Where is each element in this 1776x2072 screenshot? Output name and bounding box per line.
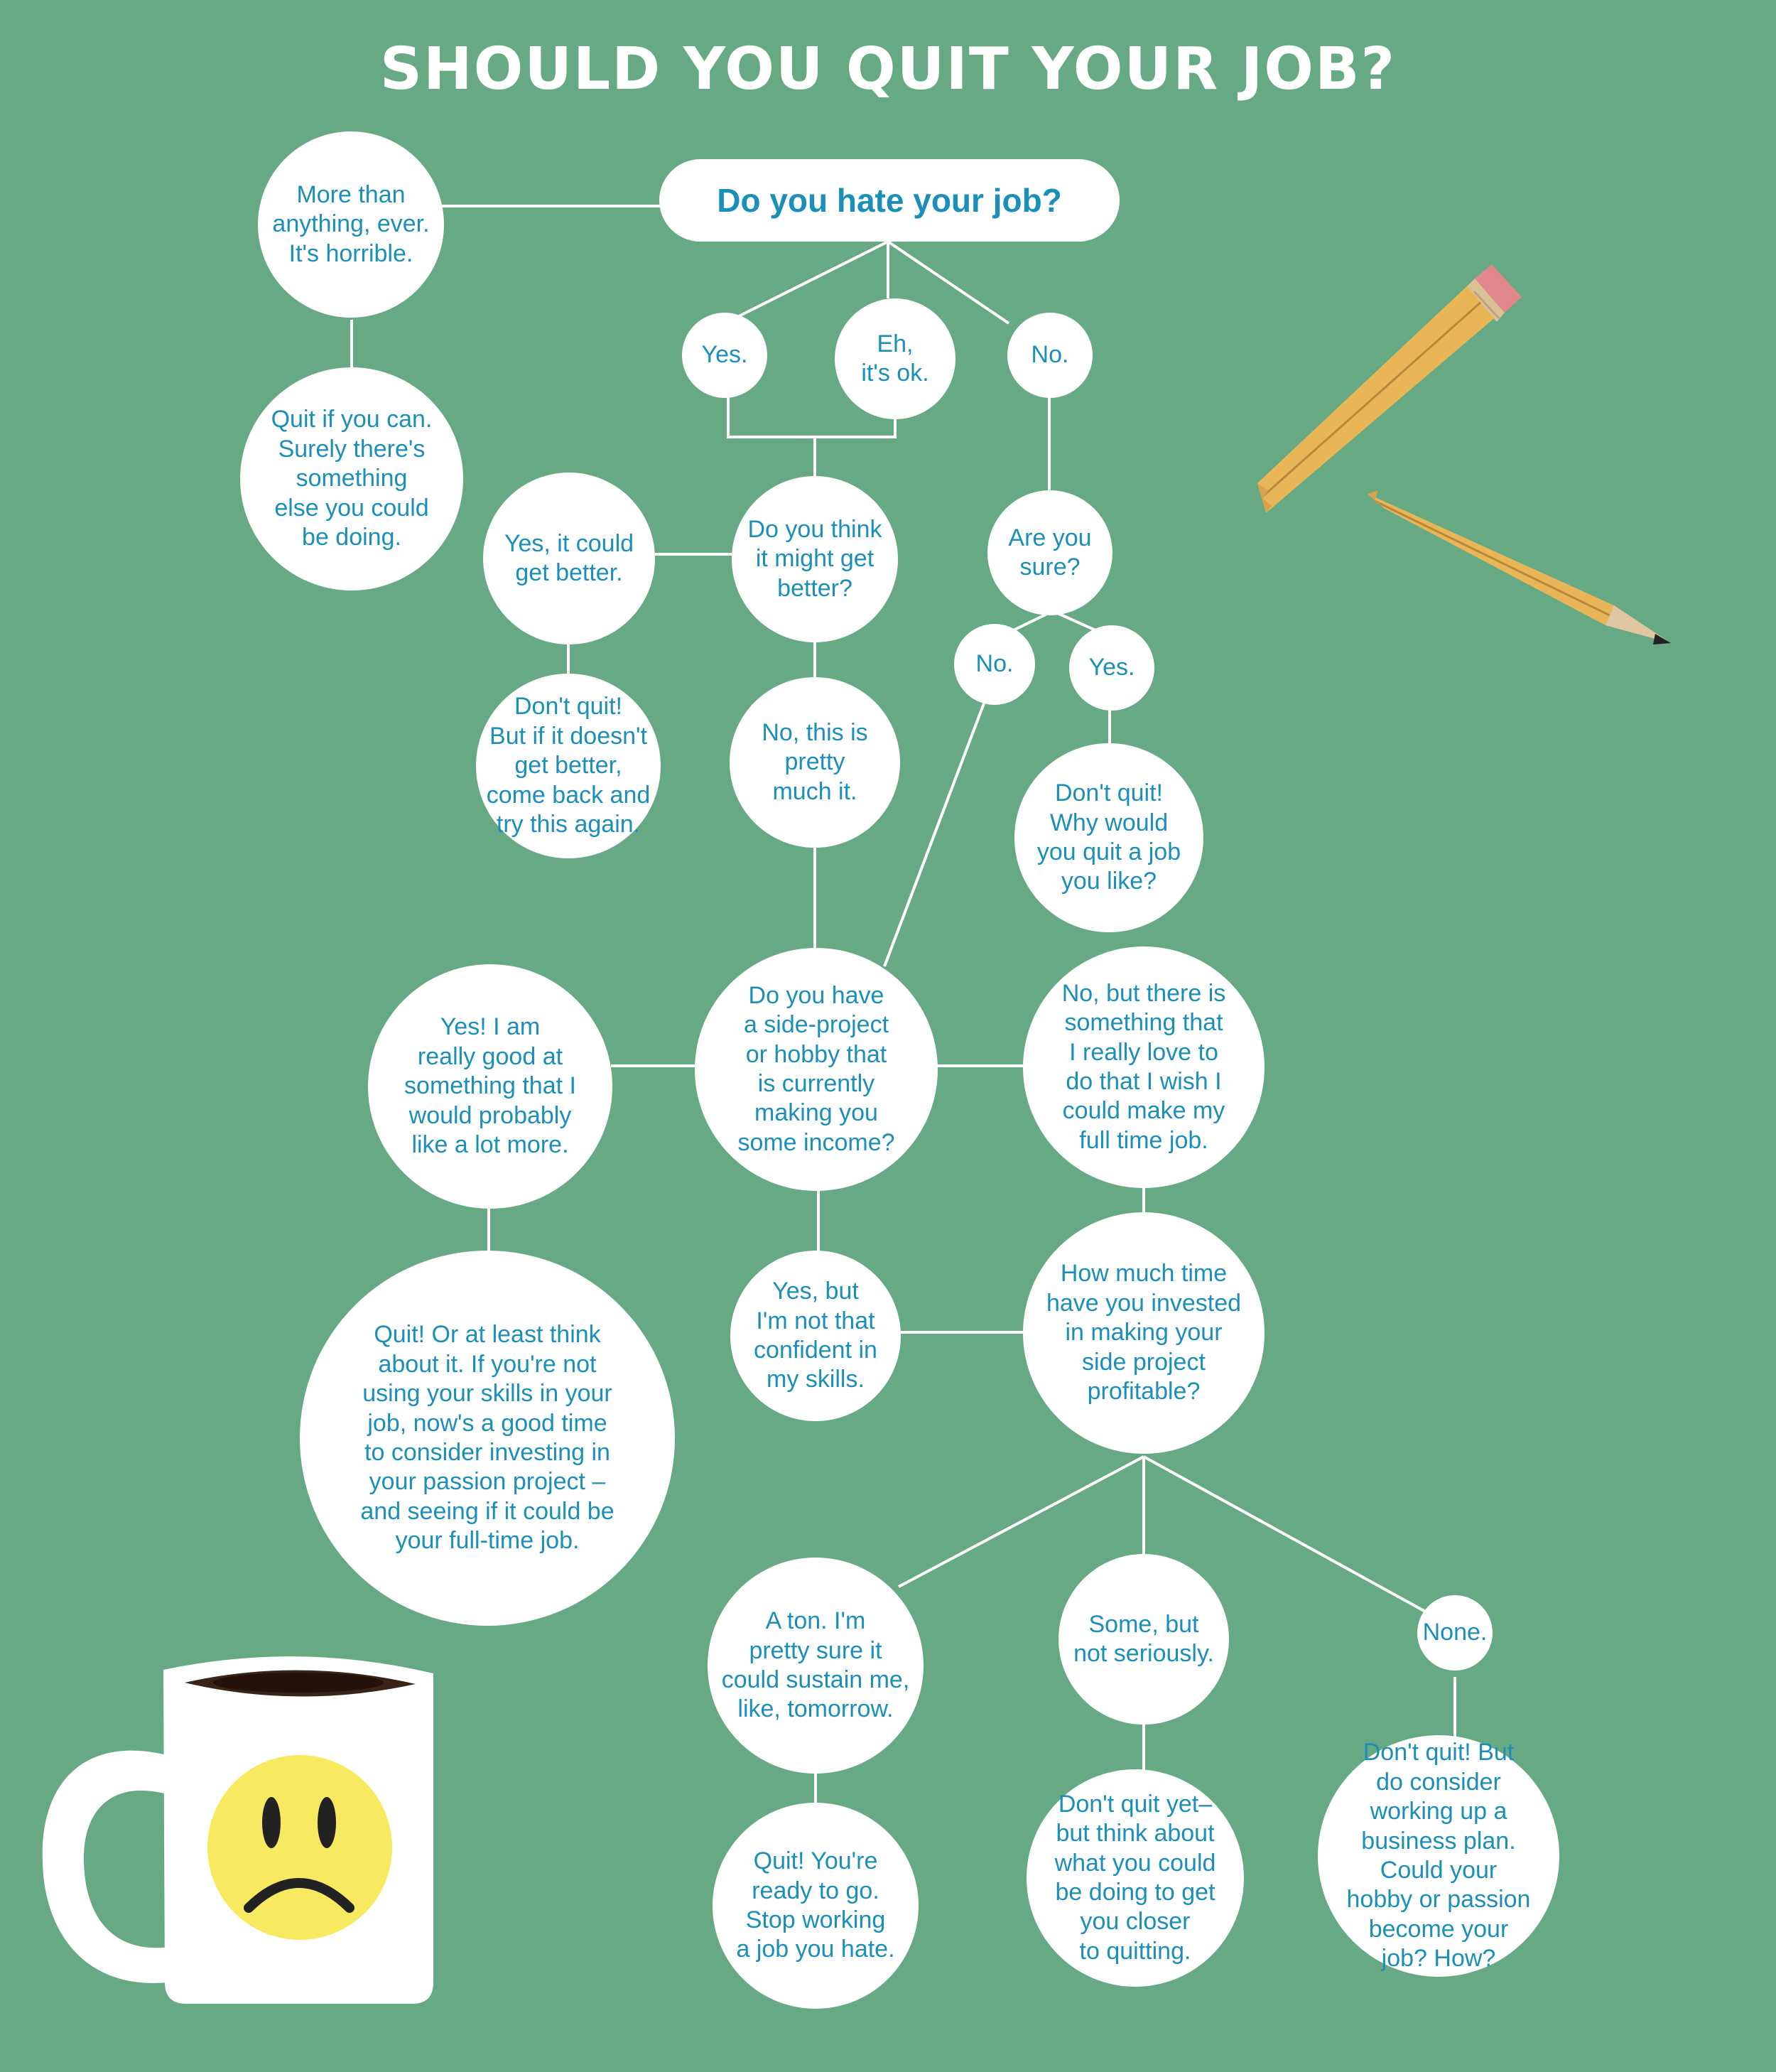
answer-yes-not-confident: Yes, but I'm not that confident in my sk…	[730, 1251, 901, 1421]
result-dont-quit-yet: Don't quit yet– but think about what you…	[1027, 1769, 1244, 1987]
question-might-get-better: Do you think it might get better?	[732, 476, 898, 642]
broken-pencil-icon	[1257, 264, 1671, 644]
result-quit-ready: Quit! You're ready to go. Stop working a…	[713, 1803, 919, 2009]
answer-more-than-anything: More than anything, ever. It's horrible.	[258, 131, 444, 318]
question-are-you-sure: Are you sure?	[987, 490, 1112, 615]
question-hate-job: Do you hate your job?	[659, 159, 1120, 242]
answer-some-not-seriously: Some, but not seriously.	[1058, 1554, 1229, 1725]
answer-no-hate: No.	[1007, 313, 1093, 398]
answer-no-not-sure: No.	[954, 624, 1035, 705]
sad-face-icon	[207, 1755, 392, 1940]
answer-a-ton: A ton. I'm pretty sure it could sustain …	[708, 1558, 924, 1774]
result-dont-quit-why: Don't quit! Why would you quit a job you…	[1014, 743, 1203, 932]
answer-none: None.	[1417, 1595, 1493, 1671]
answer-no-but-love: No, but there is something that I really…	[1023, 946, 1265, 1188]
question-side-project-income: Do you have a side-project or hobby that…	[695, 948, 938, 1191]
answer-yes-hate: Yes.	[682, 313, 767, 398]
connector-lines	[350, 205, 1456, 1805]
result-dont-quit-business-plan: Don't quit! But do consider working up a…	[1318, 1735, 1559, 1977]
question-how-much-time: How much time have you invested in makin…	[1023, 1212, 1265, 1454]
answer-yes-really-good: Yes! I am really good at something that …	[368, 964, 612, 1209]
answer-eh-ok: Eh, it's ok.	[835, 298, 955, 419]
result-quit-if-you-can: Quit if you can. Surely there's somethin…	[240, 367, 463, 590]
page-title: SHOULD YOU QUIT YOUR JOB?	[379, 36, 1397, 103]
result-quit-or-think: Quit! Or at least think about it. If you…	[300, 1251, 675, 1626]
result-dont-quit-come-back: Don't quit! But if it doesn't get better…	[476, 674, 661, 858]
answer-yes-could-get-better: Yes, it could get better.	[483, 473, 655, 644]
answer-yes-sure: Yes.	[1069, 625, 1154, 711]
answer-no-pretty-much: No, this is pretty much it.	[730, 677, 900, 848]
